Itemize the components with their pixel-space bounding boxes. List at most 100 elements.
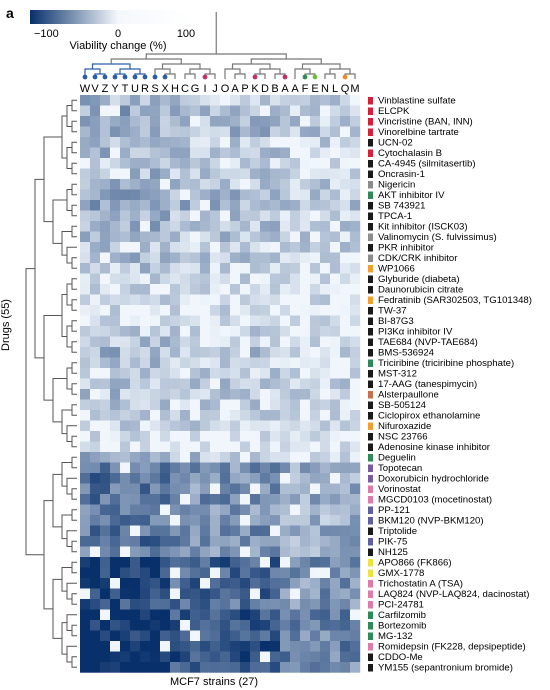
heatmap-cell (300, 137, 311, 148)
heatmap-cell (160, 620, 171, 631)
heatmap-cell (90, 546, 101, 558)
heatmap-cell (180, 399, 191, 411)
heatmap-cell (280, 599, 291, 610)
heatmap-cell (230, 189, 241, 201)
drug-class-swatch (368, 412, 373, 420)
heatmap-cell (330, 147, 341, 159)
heatmap-cell (260, 378, 271, 390)
heatmap-cell (260, 452, 271, 463)
heatmap-cell (340, 263, 351, 274)
heatmap-cell (300, 452, 311, 463)
heatmap-cell (340, 221, 351, 232)
heatmap-cell (160, 105, 171, 117)
heatmap-cell (120, 305, 131, 316)
heatmap-cell (180, 263, 191, 274)
heatmap-cell (80, 189, 91, 201)
heatmap-cell (220, 483, 231, 495)
heatmap-cell (110, 294, 121, 306)
heatmap-cell (190, 284, 201, 295)
heatmap-cell (170, 221, 181, 232)
heatmap-cell (280, 105, 291, 117)
heatmap-cell (80, 326, 91, 337)
heatmap-cell (210, 452, 221, 463)
heatmap-cell (80, 546, 91, 558)
row-dendrogram-branch (71, 435, 77, 448)
column-dendrogram-branch (91, 63, 131, 69)
heatmap-cell (100, 588, 111, 600)
heatmap-cell (310, 263, 321, 274)
heatmap-cell (260, 410, 271, 421)
heatmap-cell (200, 452, 211, 463)
heatmap-cell (110, 168, 121, 180)
heatmap-cell (340, 525, 351, 537)
heatmap-cell (220, 609, 231, 621)
heatmap-cell (270, 441, 281, 453)
heatmap-cell (320, 305, 331, 316)
heatmap-cell (300, 357, 311, 369)
heatmap-cell (320, 326, 331, 337)
heatmap-cell (300, 273, 311, 285)
row-dendrogram-branch (66, 105, 72, 127)
heatmap-cell (140, 557, 151, 568)
heatmap-cell (330, 651, 341, 663)
heatmap-cell (120, 599, 131, 610)
heatmap-cell (150, 389, 161, 400)
heatmap-cell (120, 410, 131, 421)
heatmap-cell (220, 557, 231, 568)
heatmap-cell (170, 483, 181, 495)
heatmap-cell (180, 431, 191, 442)
heatmap-cell (200, 147, 211, 159)
row-label: Deguelin (378, 453, 416, 464)
row-dendrogram-branch (34, 178, 44, 359)
heatmap-cell (270, 494, 281, 505)
heatmap-cell (350, 641, 361, 652)
heatmap-cell (230, 431, 241, 442)
heatmap-cell (300, 536, 311, 547)
column-marker (132, 74, 138, 80)
heatmap-cell (180, 578, 191, 589)
heatmap-cell (90, 95, 101, 106)
heatmap-cell (240, 168, 251, 180)
heatmap-cell (320, 651, 331, 663)
heatmap-cell (340, 147, 351, 159)
heatmap-cell (310, 168, 321, 180)
heatmap-cell (180, 525, 191, 537)
row-label: SB 743921 (378, 201, 425, 212)
heatmap-cell (330, 630, 341, 642)
heatmap-cell (140, 620, 151, 631)
row-label: MGCD0103 (mocetinostat) (378, 495, 492, 506)
heatmap-cell (270, 263, 281, 274)
heatmap-cell (350, 189, 361, 201)
heatmap-cell (80, 599, 91, 610)
heatmap-cell (80, 536, 91, 547)
heatmap-cell (90, 431, 101, 442)
heatmap-cell (220, 357, 231, 369)
heatmap-cell (100, 620, 111, 631)
heatmap-cell (290, 462, 301, 474)
row-dendrogram-branch (52, 378, 67, 423)
heatmap-cell (120, 137, 131, 148)
heatmap-cell (270, 210, 281, 222)
heatmap-cell (210, 263, 221, 274)
heatmap-cell (290, 504, 301, 516)
heatmap-cell (170, 200, 181, 211)
heatmap-cell (290, 189, 301, 201)
row-dendrogram-branch (71, 561, 77, 574)
heatmap-cell (190, 368, 201, 379)
heatmap-cell (170, 599, 181, 610)
column-marker (82, 74, 88, 80)
heatmap-cell (130, 578, 141, 589)
heatmap-cell (170, 494, 181, 505)
heatmap-cell (150, 284, 161, 295)
heatmap-cell (140, 336, 151, 348)
heatmap-cell (270, 242, 281, 253)
heatmap-cell (230, 137, 241, 148)
heatmap-cell (200, 168, 211, 180)
heatmap-cell (240, 599, 251, 610)
column-marker (102, 74, 108, 80)
row-dendrogram-branch (71, 225, 77, 238)
row-dendrogram-branch (71, 183, 77, 196)
heatmap-cell (310, 578, 321, 589)
heatmap-cell (170, 231, 181, 243)
heatmap-cell (260, 441, 271, 453)
